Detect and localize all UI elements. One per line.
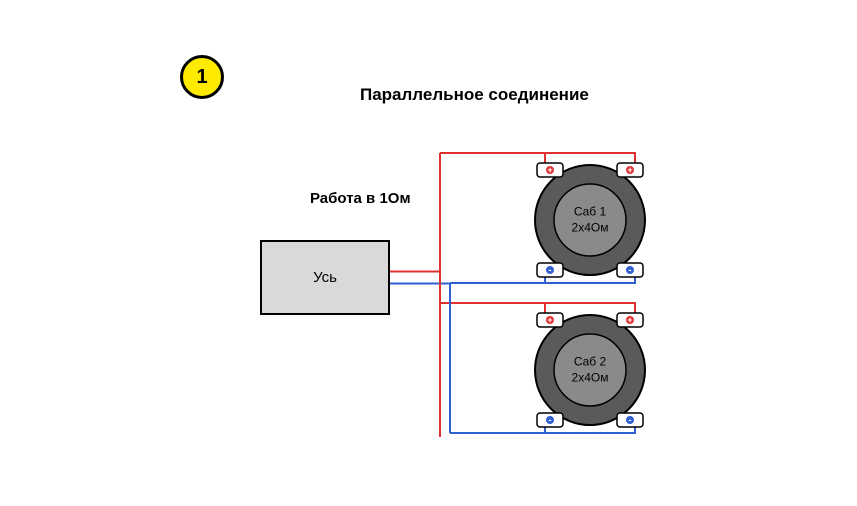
svg-text:+: + [627, 165, 632, 175]
svg-text:-: - [549, 265, 552, 275]
wiring-layer [0, 0, 857, 506]
amplifier-box: Усь [260, 240, 390, 315]
svg-text:-: - [629, 265, 632, 275]
speaker-label-sub2: Саб 2 2х4Ом [572, 354, 609, 385]
diagram-title: Параллельное соединение [360, 85, 589, 105]
badge-number: 1 [196, 66, 207, 89]
diagram-number-badge: 1 [180, 55, 224, 99]
diagram-subtitle: Работа в 1Ом [310, 190, 411, 207]
svg-text:+: + [547, 315, 552, 325]
amplifier-label: Усь [313, 269, 337, 286]
svg-text:-: - [629, 415, 632, 425]
speaker-label-sub1: Саб 1 2х4Ом [572, 204, 609, 235]
diagram-container: 1 Параллельное соединение Работа в 1Ом У… [0, 0, 857, 506]
svg-text:+: + [547, 165, 552, 175]
svg-text:+: + [627, 315, 632, 325]
svg-text:-: - [549, 415, 552, 425]
speaker-sub2: + + - - Саб 2 2х4Ом [520, 300, 660, 440]
speaker-sub1: + + - - Саб 1 2х4Ом [520, 150, 660, 290]
